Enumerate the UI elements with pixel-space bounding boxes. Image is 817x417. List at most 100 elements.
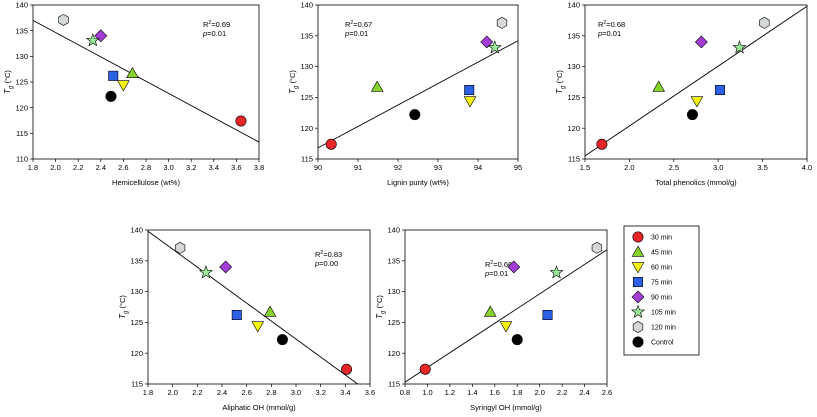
y-axis-label: Tg (°C) — [555, 70, 567, 94]
y-tick-label: 135 — [387, 256, 400, 265]
x-tick-label: 1.8 — [512, 388, 522, 397]
data-point-control — [686, 109, 698, 121]
x-tick-label: 2.0 — [167, 388, 177, 397]
data-point-90-min — [219, 260, 233, 274]
x-tick-label: 4.0 — [802, 163, 812, 172]
data-point-105-min — [487, 40, 502, 54]
x-tick-label: 2.6 — [118, 163, 128, 172]
plot-frame — [317, 4, 519, 160]
r-squared-annotation: R2=0.66 — [485, 260, 512, 269]
y-tick-label: 110 — [16, 155, 28, 164]
y-tick-label: 125 — [387, 318, 400, 327]
scatter-panel-5: 0.8 1.0 1.2 1.4 1.6 1.8 2.0 2.2 2.4 2.6 115 120 125 1… — [375, 226, 612, 412]
x-tick-label: 2.8 — [266, 388, 276, 397]
y-tick-label: 130 — [300, 62, 313, 71]
regression-line — [147, 230, 358, 385]
y-tick-label: 115 — [388, 380, 400, 389]
regression-line — [32, 20, 260, 143]
x-tick-label: 3.6 — [365, 388, 375, 397]
legend-label: 90 min — [651, 295, 672, 302]
x-tick-label: 1.8 — [143, 388, 153, 397]
scatter-panel-3: 1.5 2.0 2.5 3.0 3.5 4.0 115 120 125 130 135 140 Tota… — [555, 1, 812, 187]
data-point-control — [409, 109, 421, 121]
p-value-annotation: p=0.01 — [484, 269, 508, 278]
data-point-30-min — [341, 363, 353, 375]
data-point-75-min — [108, 70, 119, 81]
x-tick-label: 2.6 — [602, 388, 612, 397]
y-tick-label: 140 — [300, 1, 313, 10]
x-tick-label: 1.5 — [580, 163, 590, 172]
x-tick-label: 1.4 — [467, 388, 477, 397]
x-axis-label: Aliphatic OH (mmol/g) — [222, 403, 296, 412]
y-tick-label: 140 — [130, 226, 143, 235]
y-axis-label: Tg (°C) — [375, 295, 387, 319]
y-tick-label: 125 — [130, 318, 143, 327]
x-tick-label: 0.8 — [400, 388, 410, 397]
data-point-control — [511, 334, 523, 346]
data-point-45-min — [652, 80, 666, 92]
data-point-75-min — [231, 310, 242, 321]
data-point-75-min — [714, 85, 725, 96]
x-tick-label: 2.6 — [241, 388, 251, 397]
x-tick-label: 2.0 — [534, 388, 544, 397]
r-squared-annotation: R2=0.69 — [203, 20, 230, 29]
x-tick-label: 2.4 — [217, 388, 227, 397]
legend-label: 105 min — [651, 310, 676, 317]
legend-label: 75 min — [651, 280, 672, 287]
x-tick-label: 1.0 — [422, 388, 432, 397]
y-tick-label: 115 — [131, 380, 143, 389]
p-value-annotation: p=0.01 — [344, 29, 368, 38]
y-tick-label: 140 — [567, 1, 580, 10]
y-tick-label: 120 — [130, 349, 143, 358]
x-tick-label: 3.0 — [713, 163, 723, 172]
data-point-120-min — [58, 13, 69, 26]
data-point-60-min — [251, 321, 265, 333]
x-tick-label: 2.2 — [73, 163, 83, 172]
data-point-45-min — [263, 305, 277, 317]
regression-line — [404, 249, 608, 383]
y-tick-label: 125 — [567, 93, 580, 102]
y-tick-label: 120 — [387, 349, 400, 358]
data-point-30-min — [596, 138, 608, 150]
p-value-annotation: p=0.01 — [202, 29, 226, 38]
y-tick-label: 135 — [15, 26, 28, 35]
legend-label: 30 min — [651, 235, 672, 242]
legend-marker — [631, 290, 645, 304]
x-tick-label: 95 — [514, 163, 522, 172]
data-point-120-min — [174, 241, 186, 254]
legend-marker — [631, 262, 645, 274]
y-tick-label: 125 — [300, 93, 313, 102]
data-point-120-min — [496, 16, 508, 29]
y-tick-label: 120 — [300, 124, 313, 133]
x-tick-label: 2.2 — [557, 388, 567, 397]
legend-marker — [631, 245, 645, 257]
x-tick-label: 2.5 — [669, 163, 679, 172]
x-tick-label: 1.8 — [28, 163, 38, 172]
y-tick-label: 135 — [300, 31, 313, 40]
y-tick-label: 130 — [387, 287, 400, 296]
data-point-90-min — [480, 35, 494, 49]
data-point-45-min — [126, 66, 139, 78]
plot-frame — [32, 4, 260, 160]
x-axis-label: Lignin purity (wt%) — [387, 178, 449, 187]
scatter-panel-2: 90 91 92 93 94 95 115 120 125 130 135 140 Lignin pur… — [288, 1, 522, 187]
x-tick-label: 1.2 — [445, 388, 455, 397]
x-axis-label: Hemicellulose (wt%) — [112, 178, 180, 187]
r-squared-annotation: R2=0.67 — [345, 20, 372, 29]
data-point-75-min — [464, 85, 475, 96]
x-tick-label: 92 — [394, 163, 402, 172]
x-tick-label: 93 — [434, 163, 442, 172]
data-point-control — [105, 90, 117, 102]
data-point-90-min — [694, 35, 708, 49]
x-tick-label: 3.2 — [186, 163, 196, 172]
legend-label: 120 min — [651, 325, 676, 332]
legend-marker — [630, 304, 646, 318]
regression-line — [317, 40, 519, 149]
data-point-105-min — [198, 265, 213, 279]
scatter-panel-1: 1.8 2.0 2.2 2.4 2.6 2.8 3.0 3.2 3.4 3.6 3.8 110 115 1… — [3, 1, 264, 187]
x-tick-label: 3.0 — [163, 163, 173, 172]
x-tick-label: 90 — [314, 163, 322, 172]
data-point-120-min — [759, 16, 770, 29]
plot-frame — [147, 229, 371, 385]
x-tick-label: 3.5 — [757, 163, 767, 172]
